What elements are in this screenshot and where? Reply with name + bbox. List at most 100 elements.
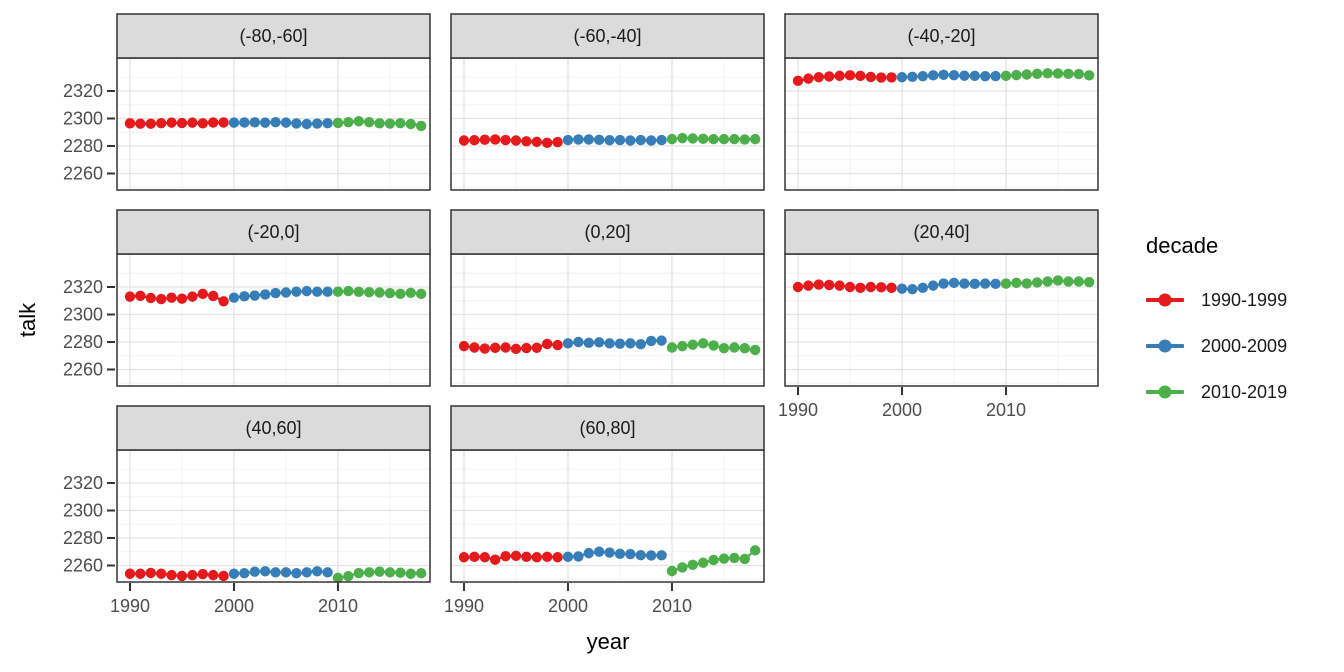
facet-strip-label: (20,40] xyxy=(913,222,969,242)
data-point xyxy=(687,559,698,571)
data-point xyxy=(656,550,667,561)
data-point xyxy=(249,117,260,128)
data-point xyxy=(593,134,605,146)
data-point xyxy=(332,117,344,129)
series-line xyxy=(567,550,662,558)
data-point xyxy=(583,134,594,145)
y-axis-tick-label: 2260 xyxy=(63,360,103,380)
data-point xyxy=(739,134,750,145)
x-axis-tick-label: 2010 xyxy=(986,400,1026,420)
data-point xyxy=(583,547,594,559)
data-point xyxy=(343,285,354,297)
data-point xyxy=(135,290,146,301)
data-point xyxy=(458,135,470,146)
legend-entry-label: 1990-1999 xyxy=(1201,289,1288,310)
data-point xyxy=(311,286,323,297)
data-point xyxy=(645,335,657,347)
data-point xyxy=(469,135,480,146)
data-point xyxy=(415,288,427,300)
data-point xyxy=(374,287,385,298)
data-point xyxy=(917,70,928,82)
series-line xyxy=(901,281,996,291)
data-point xyxy=(228,568,240,579)
data-point xyxy=(500,342,511,353)
series-line xyxy=(797,283,892,289)
data-point xyxy=(708,133,719,145)
data-point xyxy=(907,71,918,83)
data-point xyxy=(332,286,344,297)
data-point xyxy=(301,285,312,297)
data-point xyxy=(844,70,856,81)
data-point xyxy=(1083,70,1095,81)
data-point xyxy=(405,568,416,579)
data-point xyxy=(322,567,333,578)
facet-strip xyxy=(784,13,1099,59)
data-point xyxy=(865,71,876,83)
x-axis-tick-label: 1990 xyxy=(444,596,484,616)
data-point xyxy=(363,287,375,298)
data-point xyxy=(979,70,991,82)
data-point xyxy=(604,547,615,558)
data-point xyxy=(521,551,532,563)
data-point xyxy=(155,293,167,305)
data-point xyxy=(917,282,928,294)
data-point xyxy=(249,566,260,577)
panel-background xyxy=(117,254,430,386)
data-point xyxy=(155,568,167,579)
data-point xyxy=(531,342,542,353)
data-point xyxy=(1073,68,1084,80)
legend-entry: 2000-2009 xyxy=(1146,331,1287,361)
data-point xyxy=(1052,68,1064,79)
facet-strip-label: (-20,0] xyxy=(247,222,299,242)
data-point xyxy=(311,118,323,129)
data-point xyxy=(301,118,312,130)
data-point xyxy=(207,290,219,302)
data-point xyxy=(311,566,323,577)
facet-panel: (-20,0] 2260 2280 2300 2320 xyxy=(63,209,431,387)
data-point xyxy=(1042,276,1053,287)
data-point xyxy=(907,284,918,295)
data-point xyxy=(239,568,250,579)
x-axis-tick-label: 2000 xyxy=(548,596,588,616)
facet-strip xyxy=(116,405,431,451)
data-point xyxy=(677,132,688,144)
data-point xyxy=(458,340,470,352)
data-point xyxy=(834,70,845,82)
facet-strip xyxy=(450,209,765,255)
facet-strip-label: (-80,-60] xyxy=(239,26,307,46)
facet-strip-label: (-60,-40] xyxy=(573,26,641,46)
data-point xyxy=(635,549,646,561)
data-point xyxy=(343,571,354,582)
data-point xyxy=(896,283,908,294)
series-line xyxy=(463,342,558,350)
data-point xyxy=(270,287,281,299)
series-line xyxy=(233,290,328,299)
data-point xyxy=(166,569,177,581)
data-point xyxy=(353,286,364,298)
data-point xyxy=(541,137,553,149)
data-point xyxy=(979,278,991,289)
x-axis-tick-label: 1990 xyxy=(778,400,818,420)
data-point xyxy=(135,568,146,579)
data-point xyxy=(228,117,240,128)
data-point xyxy=(541,338,553,350)
data-point xyxy=(218,296,229,307)
data-point xyxy=(489,342,501,353)
data-point xyxy=(239,291,250,302)
facet-strip xyxy=(450,13,765,59)
data-point xyxy=(614,134,626,146)
data-point xyxy=(479,343,490,354)
data-point xyxy=(1063,68,1074,80)
data-point xyxy=(405,287,416,298)
facet-panel: (40,60] 2260 2280 2300 2320 1990 2000 2010 xyxy=(63,405,431,616)
data-point xyxy=(1000,278,1012,289)
legend-entries: 1990-1999 2000-2009 2010-2019 xyxy=(1146,285,1287,407)
data-point xyxy=(135,118,146,129)
series-line xyxy=(463,554,558,561)
data-point xyxy=(823,71,835,82)
data-point xyxy=(708,554,719,566)
data-point xyxy=(593,546,605,557)
data-point xyxy=(1042,68,1053,79)
data-point xyxy=(500,550,511,562)
data-point xyxy=(510,135,522,146)
